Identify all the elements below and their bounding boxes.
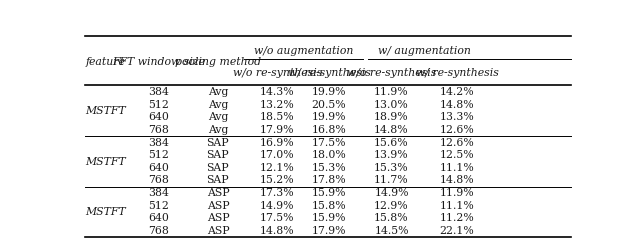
Text: w/ re-synthesis: w/ re-synthesis [287,68,371,79]
Text: SAP: SAP [207,150,229,160]
Text: 13.2%: 13.2% [260,100,295,110]
Text: 11.1%: 11.1% [440,201,474,211]
Text: 15.9%: 15.9% [312,188,346,198]
Text: 14.2%: 14.2% [440,87,474,97]
Text: 768: 768 [148,175,169,186]
Text: 13.9%: 13.9% [374,150,409,160]
Text: 17.0%: 17.0% [260,150,295,160]
Text: 14.9%: 14.9% [374,188,409,198]
Text: 384: 384 [148,188,169,198]
Text: 12.5%: 12.5% [440,150,474,160]
Text: 14.9%: 14.9% [260,201,294,211]
Text: w/o re-synthesis: w/o re-synthesis [347,68,436,79]
Text: 20.5%: 20.5% [312,100,346,110]
Text: 14.8%: 14.8% [374,125,409,135]
Text: w/ augmentation: w/ augmentation [378,46,470,56]
Text: Avg: Avg [208,100,228,110]
Text: pooling method: pooling method [175,57,261,67]
Text: 14.5%: 14.5% [374,226,409,236]
Text: ASP: ASP [207,201,229,211]
Text: 17.3%: 17.3% [260,188,295,198]
Text: 12.6%: 12.6% [440,125,474,135]
Text: 512: 512 [148,150,169,160]
Text: 11.1%: 11.1% [440,163,474,173]
Text: 14.8%: 14.8% [440,100,474,110]
Text: 11.9%: 11.9% [374,87,409,97]
Text: 14.8%: 14.8% [260,226,295,236]
Text: 17.8%: 17.8% [312,175,346,186]
Text: 640: 640 [148,163,169,173]
Text: 11.7%: 11.7% [374,175,409,186]
Text: 22.1%: 22.1% [440,226,474,236]
Text: 16.9%: 16.9% [260,138,295,148]
Text: ASP: ASP [207,213,229,223]
Text: 640: 640 [148,213,169,223]
Text: 15.8%: 15.8% [312,201,346,211]
Text: MSTFT: MSTFT [86,157,126,167]
Text: MSTFT: MSTFT [86,106,126,116]
Text: 384: 384 [148,87,169,97]
Text: 14.8%: 14.8% [440,175,474,186]
Text: 15.9%: 15.9% [312,213,346,223]
Text: 11.2%: 11.2% [440,213,474,223]
Text: 15.2%: 15.2% [260,175,295,186]
Text: ASP: ASP [207,188,229,198]
Text: w/o re-synthesis: w/o re-synthesis [233,68,322,79]
Text: 18.9%: 18.9% [374,112,409,122]
Text: 19.9%: 19.9% [312,112,346,122]
Text: Avg: Avg [208,125,228,135]
Text: 768: 768 [148,125,169,135]
Text: 19.9%: 19.9% [312,87,346,97]
Text: Avg: Avg [208,87,228,97]
Text: 18.5%: 18.5% [260,112,295,122]
Text: 13.3%: 13.3% [440,112,474,122]
Text: 18.0%: 18.0% [312,150,346,160]
Text: 17.5%: 17.5% [260,213,294,223]
Text: w/ re-synthesis: w/ re-synthesis [415,68,499,79]
Text: 17.5%: 17.5% [312,138,346,148]
Text: 768: 768 [148,226,169,236]
Text: w/o augmentation: w/o augmentation [253,46,353,56]
Text: 12.9%: 12.9% [374,201,409,211]
Text: 15.8%: 15.8% [374,213,409,223]
Text: 12.1%: 12.1% [260,163,295,173]
Text: 15.3%: 15.3% [374,163,409,173]
Text: SAP: SAP [207,163,229,173]
Text: 15.3%: 15.3% [312,163,346,173]
Text: SAP: SAP [207,138,229,148]
Text: ASP: ASP [207,226,229,236]
Text: 17.9%: 17.9% [312,226,346,236]
Text: 384: 384 [148,138,169,148]
Text: FFT window size: FFT window size [112,57,205,67]
Text: SAP: SAP [207,175,229,186]
Text: 17.9%: 17.9% [260,125,294,135]
Text: 512: 512 [148,100,169,110]
Text: 12.6%: 12.6% [440,138,474,148]
Text: feature: feature [86,57,125,67]
Text: 13.0%: 13.0% [374,100,409,110]
Text: 11.9%: 11.9% [440,188,474,198]
Text: 14.3%: 14.3% [260,87,295,97]
Text: MSTFT: MSTFT [86,207,126,217]
Text: 512: 512 [148,201,169,211]
Text: Avg: Avg [208,112,228,122]
Text: 640: 640 [148,112,169,122]
Text: 16.8%: 16.8% [312,125,346,135]
Text: 15.6%: 15.6% [374,138,409,148]
